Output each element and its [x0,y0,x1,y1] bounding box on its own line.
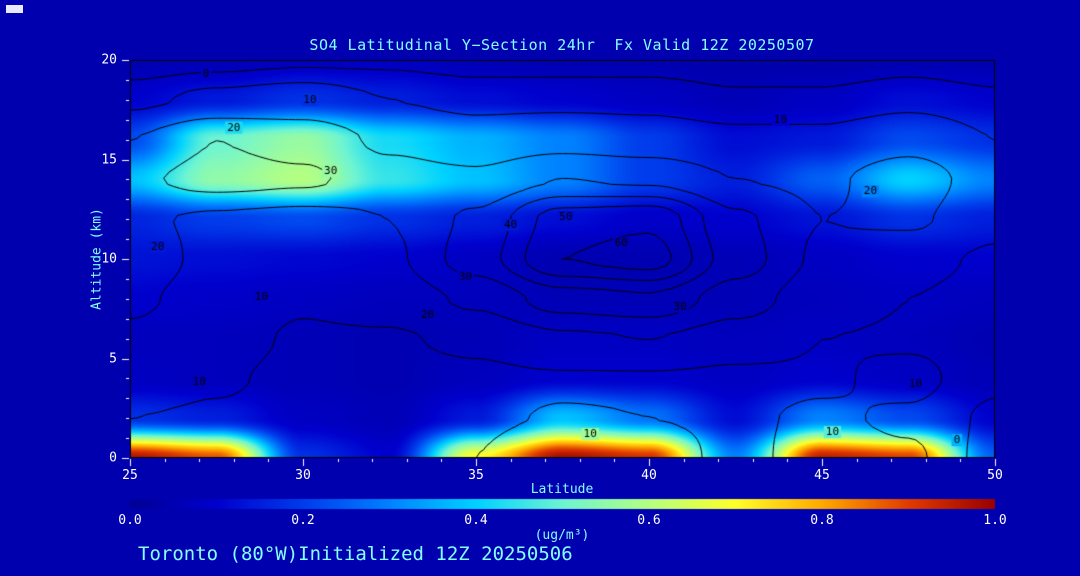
colorbar-tick-label: 0.0 [118,513,142,528]
run-info-text: Toronto (80°W)Initialized 12Z 20250506 [138,543,573,565]
colorbar-tick-label: 0.6 [637,513,661,528]
colorbar-tick-label: 1.0 [983,513,1007,528]
colorbar-tick-label: 0.4 [464,513,488,528]
y-tick-label: 15 [101,152,117,167]
x-tick-label: 35 [468,468,484,483]
y-axis-label: Altitude (km) [89,208,105,310]
y-tick-label: 20 [101,52,117,68]
x-tick-label: 40 [641,468,657,483]
x-tick-label: 45 [814,468,830,483]
x-tick-label: 25 [122,468,138,483]
chart-title: SO4 Latitudinal Y−Section 24hr Fx Valid … [309,36,815,54]
x-tick-label: 30 [295,468,311,483]
x-axis-label: Latitude [530,482,594,497]
x-tick-label: 50 [987,468,1003,483]
y-tick-label: 10 [101,251,117,267]
colorbar-tick-label: 0.2 [291,513,315,528]
y-tick-label: 0 [109,450,117,466]
colorbar-units-label: (ug/m³) [534,528,590,543]
colorbar-tick-label: 0.8 [810,513,834,528]
corner-mark [6,5,23,13]
y-tick-label: 5 [109,351,117,366]
